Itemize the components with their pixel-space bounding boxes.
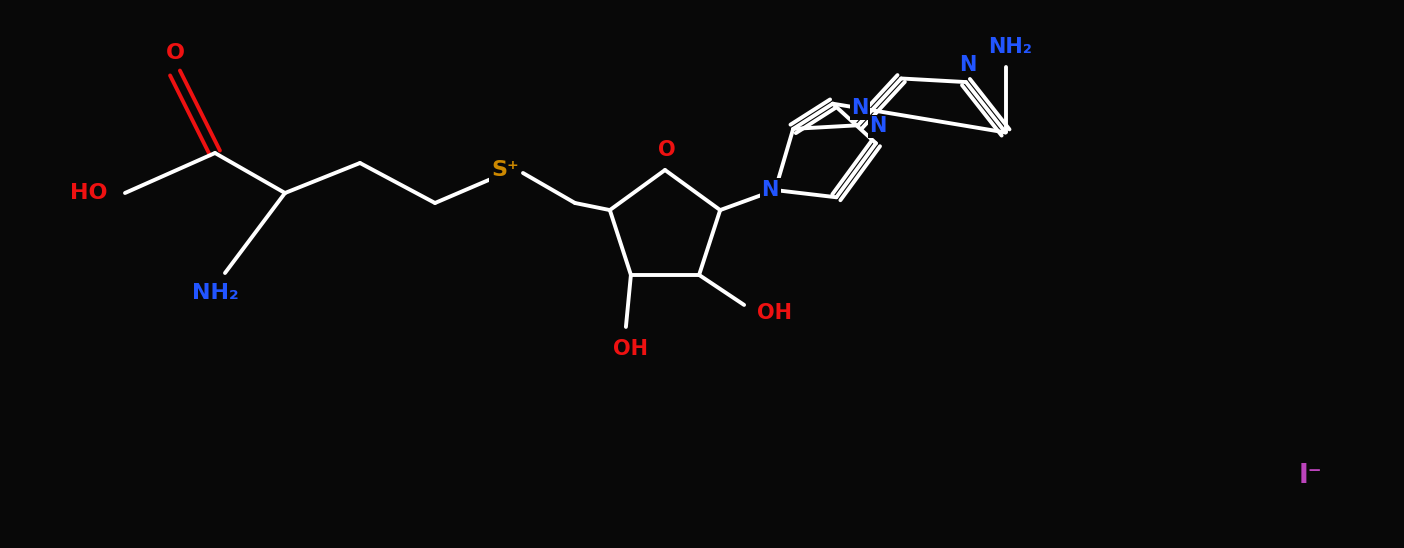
Text: NH₂: NH₂ [191,283,239,303]
Text: NH₂: NH₂ [988,37,1032,58]
Text: OH: OH [757,303,792,323]
Text: OH: OH [614,339,649,359]
Text: HO: HO [66,183,102,203]
Text: N: N [761,180,779,200]
Text: O: O [658,140,675,160]
Text: OH: OH [754,305,789,325]
Text: S⁺: S⁺ [491,161,519,181]
Text: HO: HO [70,183,107,203]
Text: S⁺: S⁺ [491,160,519,180]
Text: I⁻: I⁻ [1299,463,1321,489]
Text: O: O [656,140,674,160]
Text: N: N [959,55,977,75]
Text: N: N [869,116,887,136]
Text: N: N [851,98,869,118]
Text: O: O [163,45,183,65]
Text: OH: OH [614,339,649,359]
Text: O: O [166,43,184,63]
Text: NH₂: NH₂ [190,281,236,301]
